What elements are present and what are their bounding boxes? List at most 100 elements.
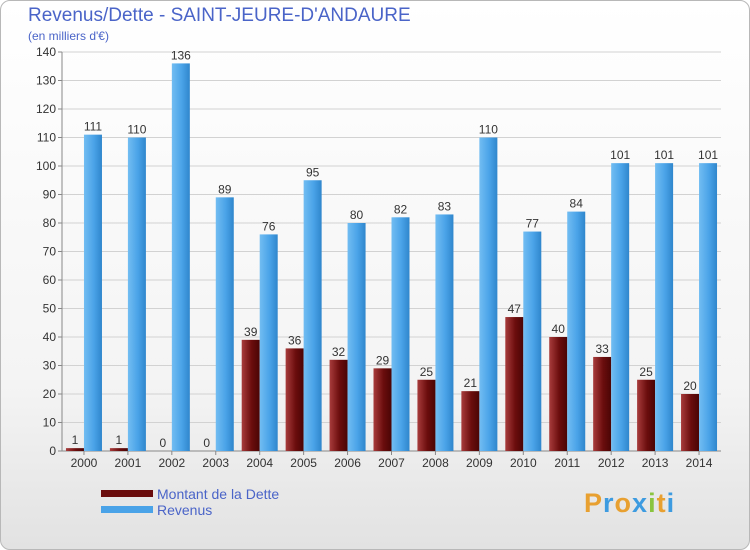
legend-label-dette: Montant de la Dette [157, 486, 280, 502]
x-tick-label: 2000 [71, 456, 98, 470]
data-label-dette: 32 [332, 345, 346, 359]
data-label-dette: 0 [159, 436, 166, 450]
y-tick-label: 130 [36, 74, 56, 88]
logo-letter: x [632, 488, 649, 518]
bar-revenus [215, 197, 234, 451]
bar-dette [109, 448, 128, 451]
logo-letter: t [656, 488, 667, 518]
x-tick-label: 2007 [378, 456, 405, 470]
x-tick-label: 2010 [510, 456, 537, 470]
bar-dette [549, 337, 568, 451]
data-label-revenus: 80 [350, 208, 364, 222]
proxiti-logo: Proxiti [584, 488, 675, 519]
data-label-revenus: 101 [698, 148, 718, 162]
y-tick-label: 60 [43, 273, 57, 287]
bar-revenus [523, 231, 542, 451]
data-label-dette: 39 [244, 325, 258, 339]
data-label-dette: 20 [683, 379, 697, 393]
bar-revenus [479, 137, 498, 451]
data-label-revenus: 110 [127, 123, 146, 137]
legend-label-revenus: Revenus [157, 502, 213, 518]
data-label-revenus: 101 [654, 148, 674, 162]
data-label-dette: 47 [508, 302, 522, 316]
data-label-dette: 36 [288, 333, 302, 347]
legend-swatch-revenus [101, 506, 153, 513]
x-tick-label: 2013 [642, 456, 669, 470]
bar-dette [681, 394, 700, 451]
legend-swatch-dette [101, 490, 153, 497]
data-label-revenus: 110 [479, 123, 498, 137]
bar-dette [417, 379, 436, 451]
data-label-revenus: 77 [526, 217, 540, 231]
y-tick-label: 110 [37, 131, 56, 145]
chart-subtitle: (en milliers d'€) [28, 29, 109, 43]
bar-revenus [655, 163, 674, 451]
y-tick-label: 0 [49, 444, 56, 458]
data-label-dette: 25 [420, 365, 434, 379]
data-label-revenus: 111 [84, 120, 103, 134]
y-tick-label: 20 [43, 387, 57, 401]
data-label-revenus: 89 [218, 182, 232, 196]
y-tick-label: 40 [43, 330, 57, 344]
bar-revenus [435, 214, 454, 451]
x-tick-label: 2002 [158, 456, 185, 470]
bar-dette [65, 448, 84, 451]
x-tick-label: 2004 [246, 456, 273, 470]
chart-title: Revenus/Dette - SAINT-JEURE-D'ANDAURE [28, 5, 411, 26]
bar-dette [285, 348, 304, 451]
data-label-dette: 1 [72, 433, 79, 447]
bar-dette [593, 356, 612, 451]
bar-dette [637, 379, 656, 451]
data-label-revenus: 76 [262, 219, 276, 233]
data-label-dette: 29 [376, 353, 390, 367]
x-tick-label: 2008 [422, 456, 449, 470]
y-tick-label: 90 [43, 188, 57, 202]
data-label-dette: 40 [552, 322, 566, 336]
bar-revenus [259, 234, 278, 451]
x-tick-label: 2003 [202, 456, 229, 470]
bar-revenus [347, 223, 366, 451]
data-label-revenus: 136 [171, 48, 191, 62]
logo-letter: r [603, 488, 615, 518]
x-tick-label: 2014 [686, 456, 713, 470]
data-label-revenus: 95 [306, 165, 320, 179]
data-label-dette: 25 [639, 365, 653, 379]
x-tick-label: 2011 [554, 456, 580, 470]
data-label-dette: 0 [203, 436, 210, 450]
x-tick-label: 2012 [598, 456, 625, 470]
data-label-revenus: 101 [610, 148, 630, 162]
bar-dette [461, 391, 480, 451]
data-label-dette: 1 [116, 433, 123, 447]
bar-revenus [303, 180, 322, 451]
data-label-dette: 21 [464, 376, 478, 390]
bar-revenus [127, 137, 146, 451]
y-tick-label: 100 [36, 159, 56, 173]
bar-dette [329, 359, 348, 451]
bar-dette [241, 339, 260, 451]
y-tick-label: 50 [43, 302, 57, 316]
bar-revenus [699, 163, 718, 451]
y-tick-label: 10 [43, 416, 57, 430]
bar-dette [505, 317, 524, 451]
y-tick-label: 30 [43, 359, 57, 373]
x-tick-label: 2001 [115, 456, 142, 470]
bar-dette [373, 368, 392, 451]
data-label-revenus: 84 [570, 197, 584, 211]
bar-revenus [567, 211, 586, 451]
data-label-revenus: 83 [438, 199, 452, 213]
y-tick-label: 70 [43, 245, 57, 259]
data-label-dette: 33 [595, 342, 609, 356]
y-tick-label: 120 [36, 102, 56, 116]
logo-letter: P [584, 488, 604, 518]
x-tick-label: 2006 [334, 456, 361, 470]
bar-revenus [83, 134, 102, 451]
bar-revenus [171, 63, 190, 452]
logo-letter: o [614, 488, 633, 518]
bar-revenus [391, 217, 410, 451]
logo-letter: i [648, 488, 657, 518]
data-label-revenus: 82 [394, 202, 408, 216]
logo-letter: i [666, 488, 676, 518]
bar-revenus [611, 163, 630, 451]
